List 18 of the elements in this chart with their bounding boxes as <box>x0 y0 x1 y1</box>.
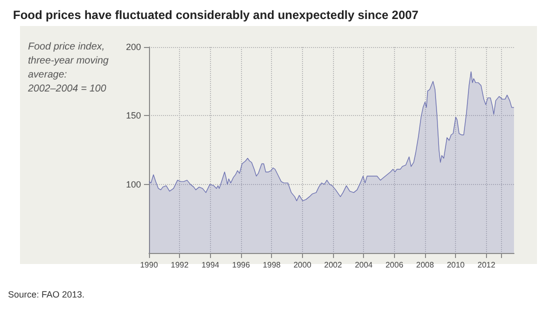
x-tick-label: 1990 <box>140 260 158 270</box>
x-tick-label: 1996 <box>232 260 250 270</box>
y-tick-label: 150 <box>126 110 141 121</box>
y-axis-title: Food price index, three-year moving average: 2002–2004 = 100 <box>27 42 112 94</box>
chart-title: Food prices have fluctuated considerably and unexpectedly since 2007 <box>13 8 419 22</box>
x-tick-label: 2012 <box>477 260 496 270</box>
x-tick-label: 1994 <box>201 260 220 270</box>
x-tick-label: 2002 <box>324 260 342 270</box>
source-note: Source: FAO 2013. <box>8 290 85 300</box>
x-tick-label: 2010 <box>446 260 466 270</box>
x-tick-label: 2000 <box>293 260 312 270</box>
x-tick-label: 2008 <box>416 260 434 270</box>
x-tick-label: 1998 <box>262 260 282 270</box>
x-tick-label: 1992 <box>170 260 190 270</box>
x-tick-label: 2006 <box>385 260 404 270</box>
x-tick-label: 2004 <box>354 260 374 270</box>
y-tick-label: 200 <box>126 42 141 52</box>
y-tick-label: 100 <box>126 179 141 190</box>
